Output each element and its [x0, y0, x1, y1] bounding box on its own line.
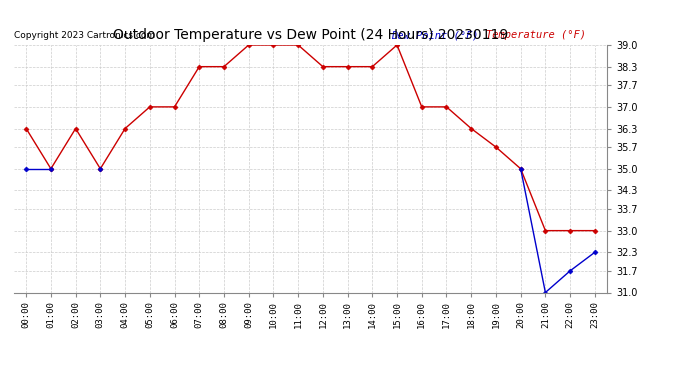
Text: Dew Point (°F): Dew Point (°F)	[391, 30, 478, 40]
Text: Temperature (°F): Temperature (°F)	[486, 30, 586, 40]
Text: Copyright 2023 Cartronics.com: Copyright 2023 Cartronics.com	[14, 31, 155, 40]
Title: Outdoor Temperature vs Dew Point (24 Hours) 20230119: Outdoor Temperature vs Dew Point (24 Hou…	[113, 28, 508, 42]
